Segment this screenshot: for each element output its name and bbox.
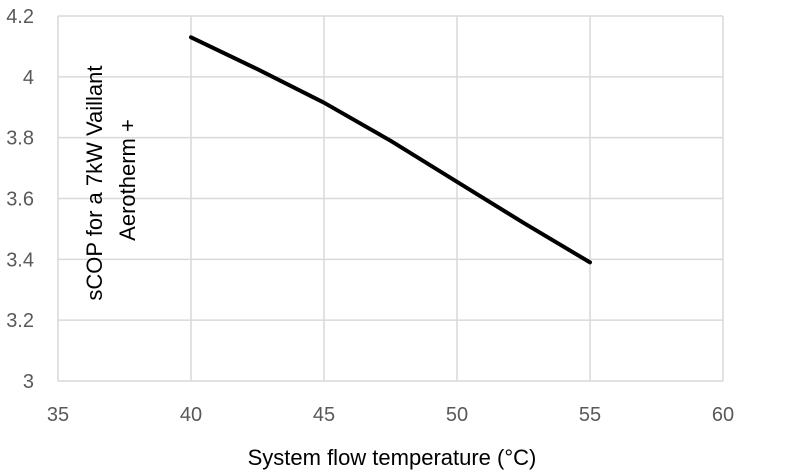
y-tick-label: 3	[23, 371, 34, 393]
x-tick-label: 55	[579, 404, 601, 426]
y-tick-label: 3.2	[6, 310, 34, 332]
x-tick-label: 60	[712, 404, 734, 426]
y-tick-label: 3.6	[6, 189, 34, 211]
y-tick-label: 3.4	[6, 249, 34, 271]
x-tick-label: 35	[47, 404, 69, 426]
y-axis-tick-labels: 3 3.2 3.4 3.6 3.8 4 4.2	[6, 6, 34, 393]
y-tick-label: 4	[23, 67, 34, 89]
y-axis-title-line-2: Aerotherm +	[115, 119, 140, 241]
y-axis-title: sCOP for a 7kW Vaillant Aerotherm +	[82, 59, 140, 300]
y-axis-title-line-1: sCOP for a 7kW Vaillant	[82, 65, 107, 300]
x-axis-title: System flow temperature (°C)	[248, 445, 537, 470]
series-line	[189, 35, 592, 265]
series-layer	[189, 35, 592, 265]
x-tick-label: 40	[180, 404, 202, 426]
y-tick-label: 4.2	[6, 6, 34, 28]
x-tick-label: 50	[446, 404, 468, 426]
x-tick-label: 45	[313, 404, 335, 426]
grid-lines	[57, 15, 724, 382]
x-axis-tick-labels: 35 40 45 50 55 60	[47, 404, 734, 426]
y-tick-label: 3.8	[6, 128, 34, 150]
